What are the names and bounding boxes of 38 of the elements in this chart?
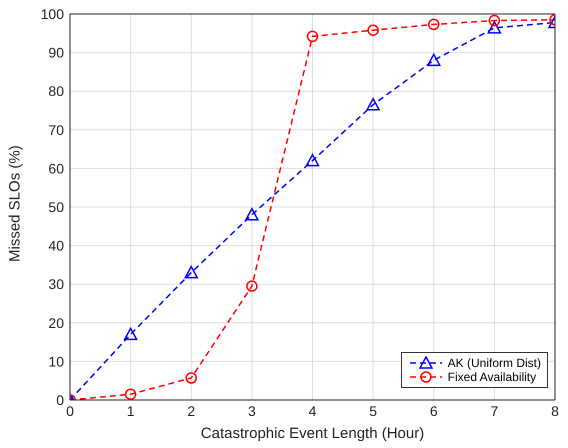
point: [488, 14, 500, 26]
x-tick-label: 3: [248, 402, 256, 419]
point: [367, 24, 379, 36]
y-tick-label: 100: [40, 6, 64, 22]
point: [427, 54, 440, 66]
y-tick-label: 40: [48, 238, 64, 254]
y-tick-label: 70: [48, 122, 64, 138]
y-tick-label: 90: [48, 44, 64, 61]
point: [184, 266, 198, 278]
point: [488, 21, 502, 34]
legend-label: Fixed Availability: [448, 370, 536, 384]
y-tick-label: 20: [48, 314, 64, 331]
point: [306, 154, 320, 166]
point: [186, 372, 197, 384]
y-axis-title: Missed SLOs (%): [6, 145, 24, 262]
x-axis-title: Catastrophic Event Length (Hour): [200, 425, 424, 442]
point: [428, 18, 440, 30]
legend-label: AK (Uniform Dist): [448, 356, 541, 370]
x-tick-label: 7: [490, 402, 498, 419]
point: [306, 30, 318, 42]
point: [124, 328, 138, 340]
point: [366, 98, 380, 110]
x-tick-label: 6: [430, 402, 438, 419]
x-tick-label: 4: [308, 402, 317, 419]
y-tick-label: 80: [48, 83, 64, 100]
y-tick-label: 50: [48, 198, 64, 215]
y-tick-label: 0: [56, 392, 64, 408]
y-tick-label: 30: [48, 276, 64, 292]
point: [245, 208, 259, 220]
x-tick-label: 0: [66, 402, 74, 419]
x-tick-label: 1: [126, 402, 135, 419]
x-tick-label: 2: [187, 402, 196, 419]
point: [124, 388, 136, 400]
x-tick-label: 5: [369, 402, 378, 419]
x-tick-label: 8: [551, 402, 560, 419]
point: [246, 280, 258, 292]
y-tick-label: 10: [48, 353, 64, 370]
y-tick-label: 60: [48, 160, 64, 176]
